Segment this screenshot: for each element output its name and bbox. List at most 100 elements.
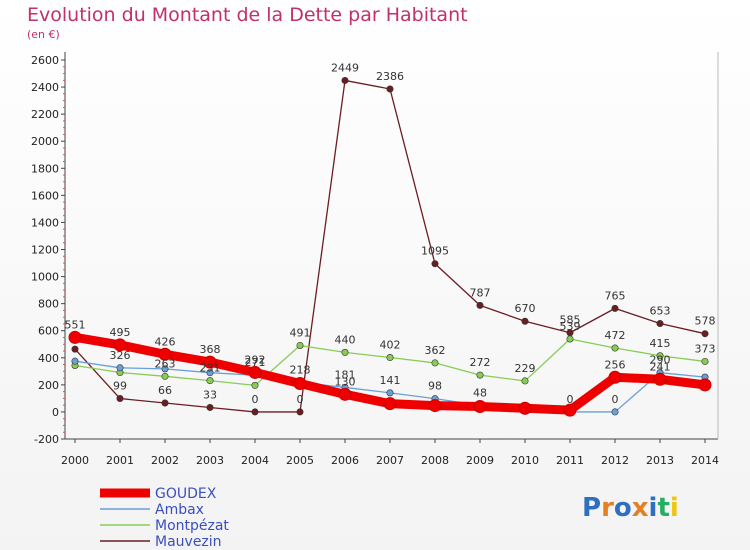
point-mauvezin — [476, 301, 484, 309]
y-tick-label: 400 — [38, 352, 59, 365]
point-mauvezin — [656, 320, 664, 328]
point-montpézat — [431, 359, 439, 367]
x-tick-label: 2008 — [421, 454, 449, 467]
data-label-ambax: 0 — [612, 393, 619, 406]
point-goudex — [563, 403, 577, 417]
data-label-mauvezin: 33 — [203, 388, 217, 401]
point-goudex — [113, 338, 127, 352]
point-montpézat — [251, 381, 259, 389]
data-label-ambax: 141 — [380, 374, 401, 387]
point-ambax — [116, 364, 124, 372]
y-tick-label: 1800 — [31, 162, 59, 175]
point-ambax — [161, 365, 169, 373]
data-label-mauvezin: 578 — [695, 315, 716, 328]
data-label-mauvezin: 66 — [158, 384, 172, 397]
point-montpézat — [566, 335, 574, 343]
point-montpézat — [701, 357, 709, 365]
data-label-goudex: 256 — [605, 358, 626, 371]
legend-label-ambax: Ambax — [155, 502, 204, 518]
data-label-mauvezin: 2386 — [376, 70, 404, 83]
wordmark-letter: i — [649, 493, 658, 523]
axes: -200020040060080010001200140016001800200… — [31, 52, 719, 467]
data-label-mauvezin: 2449 — [331, 61, 359, 74]
point-montpézat — [656, 352, 664, 360]
chart-subtitle: (en €) — [27, 28, 60, 41]
data-label-montpézat: 415 — [650, 337, 671, 350]
x-tick-label: 2002 — [151, 454, 179, 467]
point-goudex — [428, 399, 442, 413]
point-montpézat — [296, 341, 304, 349]
point-mauvezin — [71, 345, 79, 353]
chart-title: Evolution du Montant de la Dette par Hab… — [27, 4, 468, 26]
x-tick-label: 2006 — [331, 454, 359, 467]
data-label-mauvezin: 1095 — [421, 245, 449, 258]
data-label-mauvezin: 99 — [113, 380, 127, 393]
data-label-mauvezin: 765 — [605, 289, 626, 302]
point-mauvezin — [296, 408, 304, 416]
wordmark-letter: P — [582, 493, 601, 523]
y-tick-label: -200 — [34, 433, 59, 446]
legend-label-goudex: GOUDEX — [155, 486, 217, 502]
point-montpézat — [476, 371, 484, 379]
y-tick-label: 0 — [52, 406, 59, 419]
point-mauvezin — [341, 76, 349, 84]
wordmark-letter: r — [601, 493, 614, 523]
x-tick-label: 2010 — [511, 454, 539, 467]
point-ambax — [206, 369, 214, 377]
point-montpézat — [611, 344, 619, 352]
wordmark-letter: t — [657, 493, 669, 523]
data-label-ambax: 48 — [473, 386, 487, 399]
point-ambax — [611, 408, 619, 416]
data-label-ambax: 218 — [290, 363, 311, 376]
y-tick-label: 1600 — [31, 189, 59, 202]
data-label-montpézat: 362 — [425, 344, 446, 357]
y-tick-label: 2200 — [31, 108, 59, 121]
point-ambax — [386, 389, 394, 397]
point-goudex — [203, 355, 217, 369]
x-tick-label: 2013 — [646, 454, 674, 467]
point-goudex — [653, 372, 667, 386]
x-tick-label: 2004 — [241, 454, 269, 467]
data-label-montpézat: 229 — [515, 362, 536, 375]
data-label-ambax: 326 — [110, 349, 131, 362]
data-label-ambax: 98 — [428, 380, 442, 393]
y-tick-label: 1400 — [31, 216, 59, 229]
point-mauvezin — [386, 85, 394, 93]
data-label-ambax: 181 — [335, 368, 356, 381]
y-tick-label: 200 — [38, 379, 59, 392]
data-labels: 99 66 33 0 0 2449 2386 1095 787 670 585 765 653 578 26… — [65, 61, 716, 405]
point-mauvezin — [431, 260, 439, 268]
wordmark-letter: x — [632, 493, 649, 523]
data-label-ambax: 271 — [245, 356, 266, 369]
data-label-montpézat: 263 — [155, 357, 176, 370]
point-goudex — [518, 401, 532, 415]
x-tick-label: 2001 — [106, 454, 134, 467]
data-label-mauvezin: 653 — [650, 305, 671, 318]
y-tick-label: 600 — [38, 325, 59, 338]
y-tick-label: 800 — [38, 298, 59, 311]
point-goudex — [338, 387, 352, 401]
data-label-montpézat: 231 — [200, 362, 221, 375]
data-label-ambax: 0 — [567, 393, 574, 406]
data-label-montpézat: 472 — [605, 329, 626, 342]
wordmark-letter: o — [614, 493, 632, 523]
y-tick-label: 1200 — [31, 244, 59, 257]
x-tick-label: 2000 — [61, 454, 89, 467]
point-goudex — [383, 397, 397, 411]
point-montpézat — [521, 377, 529, 385]
point-goudex — [68, 330, 82, 344]
series-layer — [68, 76, 712, 417]
point-goudex — [248, 365, 262, 379]
data-label-goudex: 368 — [200, 343, 221, 356]
point-mauvezin — [251, 408, 259, 416]
legend-label-montpézat: Montpézat — [155, 518, 229, 534]
data-label-mauvezin: 585 — [560, 314, 581, 327]
x-tick-label: 2009 — [466, 454, 494, 467]
point-goudex — [158, 347, 172, 361]
point-mauvezin — [116, 395, 124, 403]
data-label-goudex: 551 — [65, 318, 86, 331]
point-goudex — [608, 370, 622, 384]
